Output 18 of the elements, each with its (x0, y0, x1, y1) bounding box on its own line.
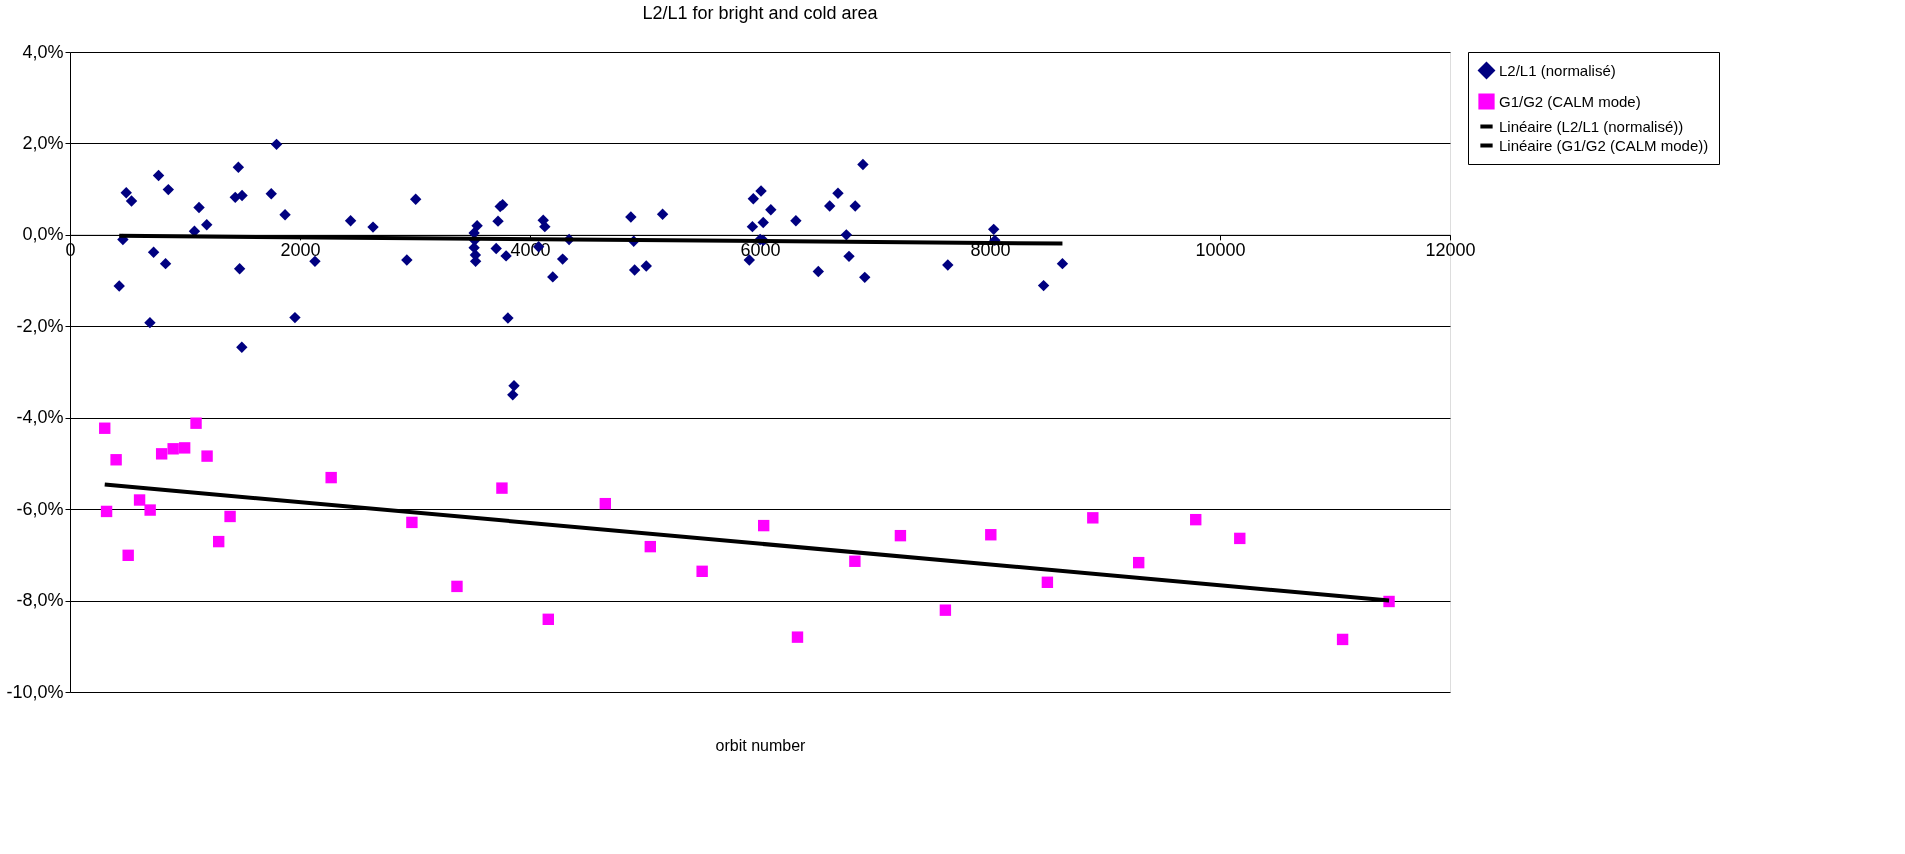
y-tick-label: -2,0% (16, 315, 64, 336)
x-tick-label: 2000 (280, 240, 321, 261)
legend-label: G1/G2 (CALM mode) (1499, 92, 1641, 110)
y-tick-label: 0,0% (22, 224, 64, 245)
chart-title: L2/L1 for bright and cold area (642, 3, 879, 23)
x-axis-title: orbit number (715, 736, 807, 754)
x-tick-label: 12000 (1425, 240, 1476, 261)
x-tick-label: 10000 (1195, 240, 1246, 261)
y-tick-label: -6,0% (16, 498, 64, 519)
x-tick-label: 6000 (740, 240, 781, 261)
y-tick-label: -4,0% (16, 407, 64, 428)
y-tick-label: -10,0% (6, 681, 64, 702)
y-tick-label: -8,0% (16, 590, 64, 611)
y-tick-label: 2,0% (22, 132, 64, 153)
legend-label: L2/L1 (normalisé) (1499, 61, 1616, 79)
legend-label: Linéaire (L2/L1 (normalisé)) (1499, 117, 1684, 135)
y-tick-label: 4,0% (22, 41, 64, 62)
legend-label: Linéaire (G1/G2 (CALM mode)) (1499, 136, 1709, 154)
